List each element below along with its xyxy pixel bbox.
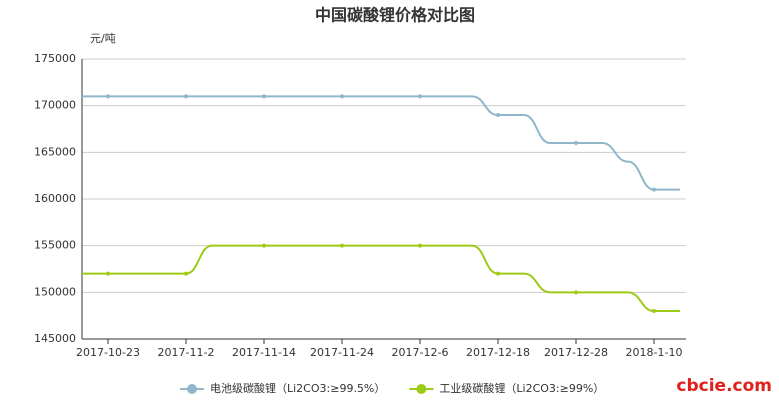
x-tick-label: 2017-11-24 (310, 346, 374, 359)
point (262, 243, 266, 248)
legend-marker (416, 384, 427, 394)
point (340, 94, 344, 99)
x-tick-label: 2017-12-6 (392, 346, 449, 359)
point (496, 113, 500, 117)
x-tick-label: 2017-11-14 (232, 346, 296, 359)
y-tick-label: 165000 (34, 145, 76, 158)
x-tick-label: 2017-12-28 (544, 346, 608, 359)
x-tick-label: 2017-12-18 (466, 346, 530, 359)
series-line (82, 244, 680, 312)
y-tick-label: 150000 (34, 285, 76, 298)
point (418, 94, 422, 99)
point (496, 271, 500, 276)
point (418, 243, 422, 248)
point (574, 141, 578, 145)
y-tick-label: 155000 (34, 239, 76, 252)
point (574, 290, 578, 295)
x-tick-label: 2017-10-23 (76, 346, 140, 359)
point (262, 94, 266, 99)
x-tick-label: 2018-1-10 (626, 346, 683, 359)
point (106, 271, 110, 276)
y-tick-label: 160000 (34, 192, 76, 205)
y-tick-label: 170000 (34, 99, 76, 112)
series-line (82, 95, 680, 191)
y-tick-label: 175000 (34, 52, 76, 65)
point (184, 271, 188, 276)
point (652, 187, 656, 192)
point (652, 309, 656, 313)
x-tick-label: 2017-11-2 (158, 346, 215, 359)
y-axis-label: 元/吨 (90, 32, 116, 45)
legend-label: 电池级碳酸锂（Li2CO3:≥99.5%） (210, 381, 385, 395)
legend-label: 工业级碳酸锂（Li2CO3:≥99%） (439, 381, 604, 395)
chart-title: 中国碳酸锂价格对比图 (315, 6, 475, 25)
legend-marker (187, 384, 197, 394)
watermark: cbcie.com (676, 376, 772, 396)
y-tick-label: 145000 (34, 332, 76, 345)
point (106, 94, 110, 99)
point (340, 243, 344, 248)
point (184, 94, 188, 99)
